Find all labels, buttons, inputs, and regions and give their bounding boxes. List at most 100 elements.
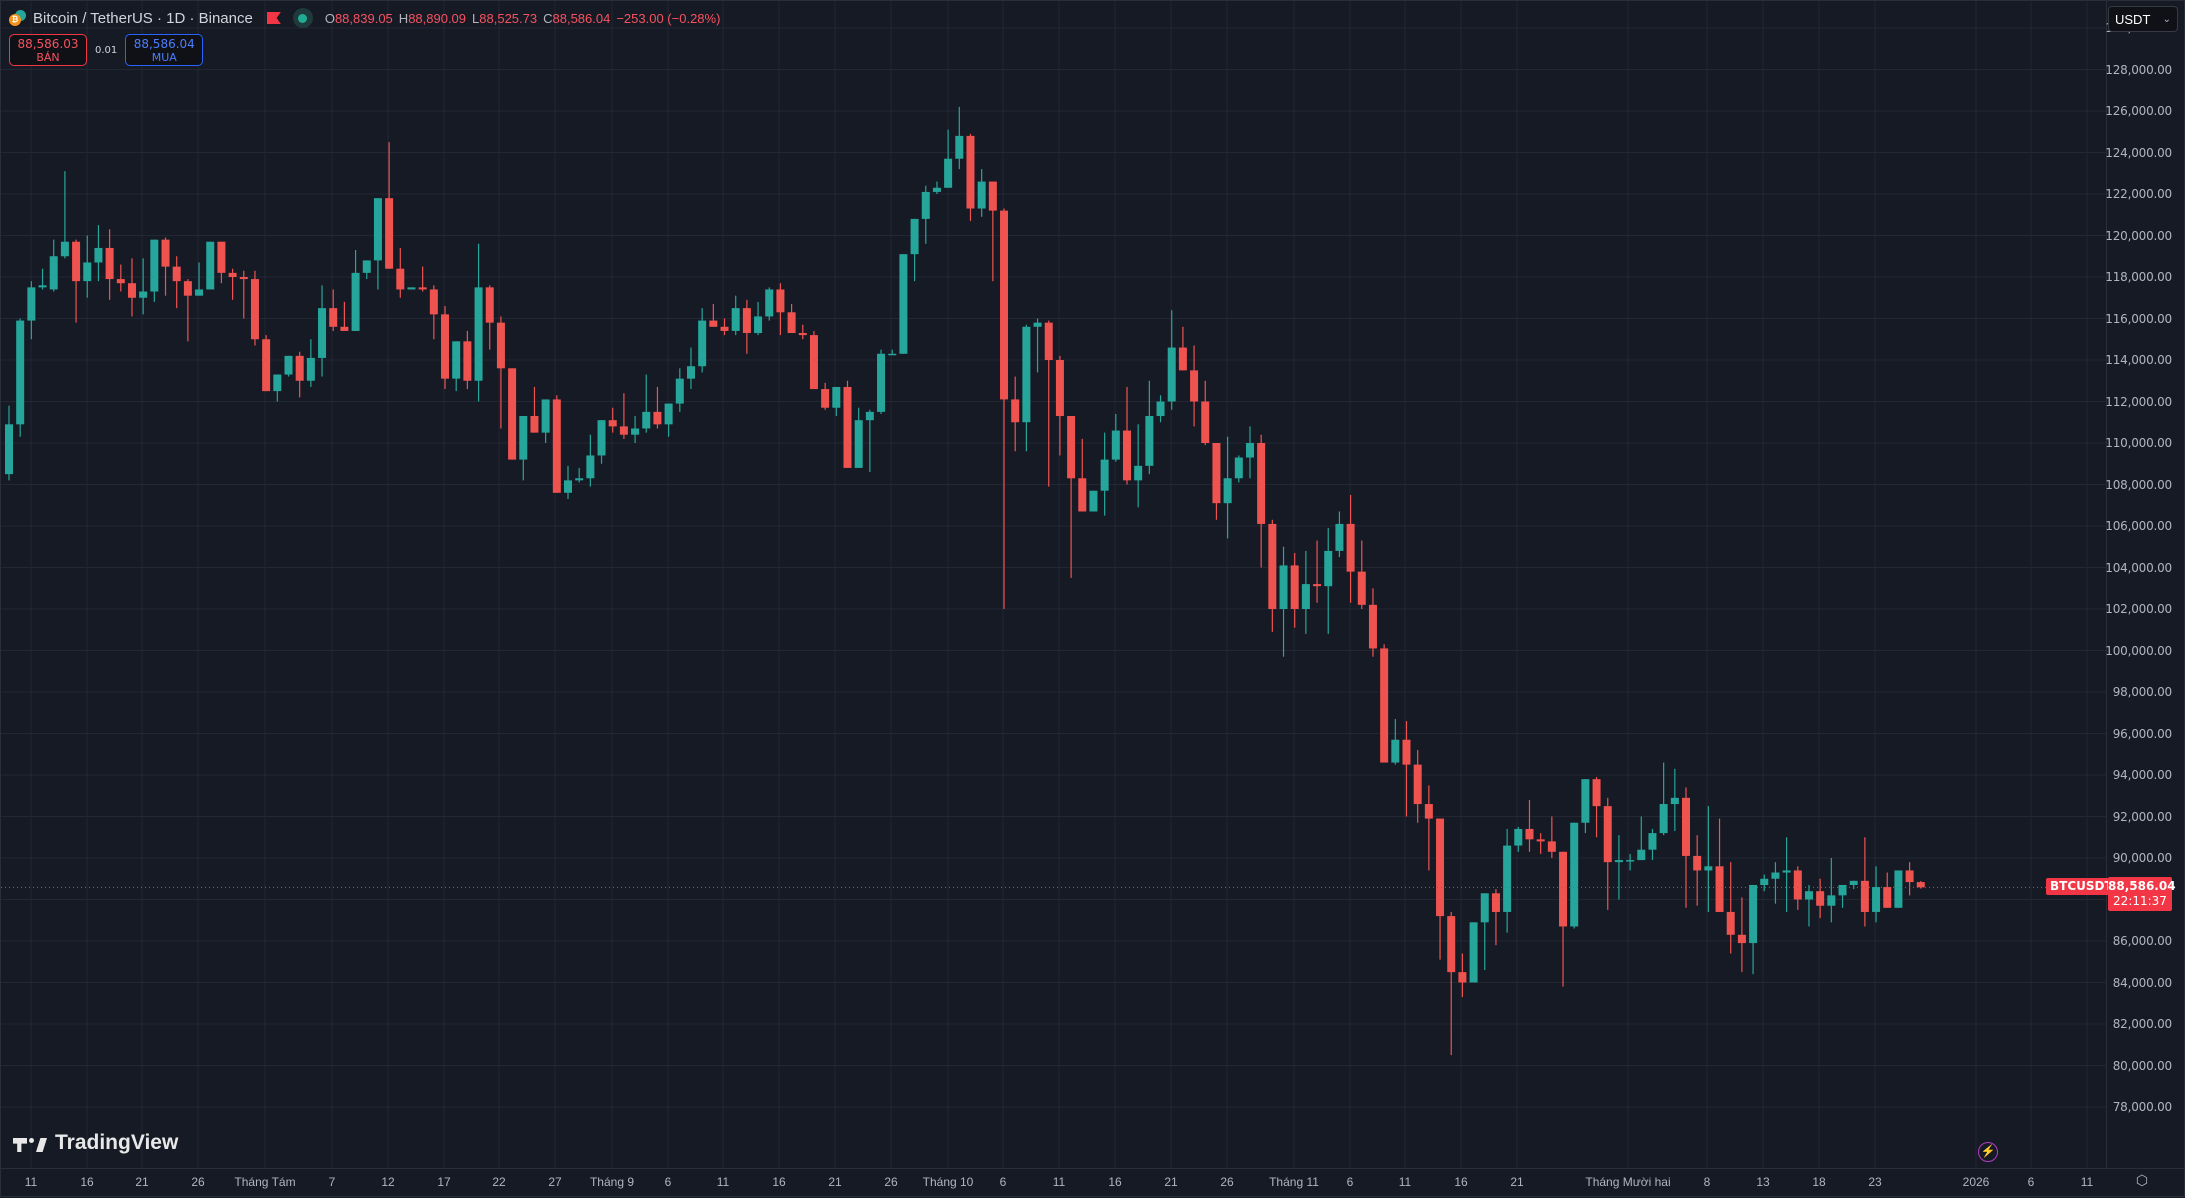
candle[interactable] [686,347,695,390]
candle[interactable] [1715,818,1724,912]
candle[interactable] [698,308,707,373]
candle[interactable] [139,258,148,315]
candle[interactable] [865,409,874,473]
candle[interactable] [1145,380,1154,475]
candle[interactable] [877,349,886,414]
candle[interactable] [1212,443,1221,520]
candle[interactable] [161,237,170,296]
candle[interactable] [1402,721,1411,817]
candle[interactable] [452,341,461,392]
candle[interactable] [407,287,416,290]
candle[interactable] [508,368,517,460]
candle[interactable] [675,368,684,412]
candle[interactable] [530,386,539,433]
candle[interactable] [463,330,472,390]
candle[interactable] [217,241,226,284]
candle[interactable] [1078,438,1087,512]
candle[interactable] [1793,866,1802,910]
candle[interactable] [664,403,673,437]
candle[interactable] [1503,828,1512,933]
candle[interactable] [373,198,382,290]
candle[interactable] [183,279,192,342]
candle[interactable] [16,318,25,437]
candle[interactable] [888,349,897,356]
candle[interactable] [49,239,58,292]
candle[interactable] [944,129,953,188]
candle[interactable] [1335,511,1344,558]
candle[interactable] [262,335,271,392]
candle[interactable] [1301,550,1310,634]
candle[interactable] [832,386,841,417]
candle[interactable] [1737,897,1746,973]
candle[interactable] [1156,395,1165,423]
candle[interactable] [228,268,237,300]
candle[interactable] [295,351,304,398]
candle[interactable] [1771,862,1780,904]
candle[interactable] [921,185,930,244]
candle[interactable] [564,465,572,500]
red-flag-icon[interactable] [266,12,281,24]
candle[interactable] [798,324,807,340]
candle[interactable] [83,235,92,298]
candle[interactable] [418,266,427,292]
candle[interactable] [1816,878,1825,919]
candle[interactable] [172,256,181,309]
candle[interactable] [1268,519,1277,632]
candle[interactable] [441,306,450,390]
chart-plot-area[interactable] [1,1,2106,1168]
candle[interactable] [1447,911,1456,1056]
candle[interactable] [1760,874,1769,892]
candle[interactable] [541,399,550,443]
candle[interactable] [150,239,159,302]
tradingview-logo[interactable]: TradingView [13,1131,178,1155]
candle[interactable] [1525,799,1534,852]
candle[interactable] [1849,880,1858,890]
candle[interactable] [1905,862,1914,896]
candle[interactable] [1536,833,1545,854]
candle[interactable] [1782,837,1791,912]
candle[interactable] [1055,355,1064,456]
candle[interactable] [977,169,986,217]
candle[interactable] [709,303,718,327]
candle[interactable] [38,268,47,290]
candle[interactable] [1067,416,1076,578]
currency-select[interactable]: USDT ⌄ [2108,6,2178,32]
candle[interactable] [1279,546,1288,657]
candle[interactable] [1670,768,1679,832]
candle[interactable] [1693,835,1702,906]
candle[interactable] [429,285,438,340]
candle[interactable] [306,339,315,387]
candle[interactable] [1682,787,1690,908]
candle[interactable] [1436,818,1445,960]
candle[interactable] [1491,889,1500,946]
candle[interactable] [1514,826,1523,852]
candle[interactable] [385,142,394,269]
candle[interactable] [1804,884,1813,927]
candle[interactable] [1469,922,1478,983]
candle[interactable] [1749,884,1758,975]
candle[interactable] [27,281,36,340]
candle[interactable] [105,229,114,300]
candle[interactable] [127,258,136,317]
candle[interactable] [5,405,13,481]
candle[interactable] [1827,858,1836,923]
candle[interactable] [552,395,561,493]
candle[interactable] [1704,806,1713,912]
candle[interactable] [1257,434,1266,568]
candle[interactable] [396,247,405,298]
candle[interactable] [1391,718,1400,765]
candle[interactable] [619,393,628,439]
candle[interactable] [1022,324,1031,452]
price-axis[interactable]: 130,000.00128,000.00126,000.00124,000.00… [2105,1,2185,1168]
candle[interactable] [1178,326,1187,371]
candle[interactable] [1134,424,1143,508]
candle[interactable] [1368,588,1377,657]
candle[interactable] [60,171,69,259]
candle[interactable] [787,303,796,334]
candle[interactable] [1123,386,1131,485]
candle[interactable] [1324,528,1333,634]
candle[interactable] [485,285,494,350]
candle[interactable] [1089,490,1098,512]
candle[interactable] [776,283,785,336]
candle[interactable] [1000,208,1009,609]
